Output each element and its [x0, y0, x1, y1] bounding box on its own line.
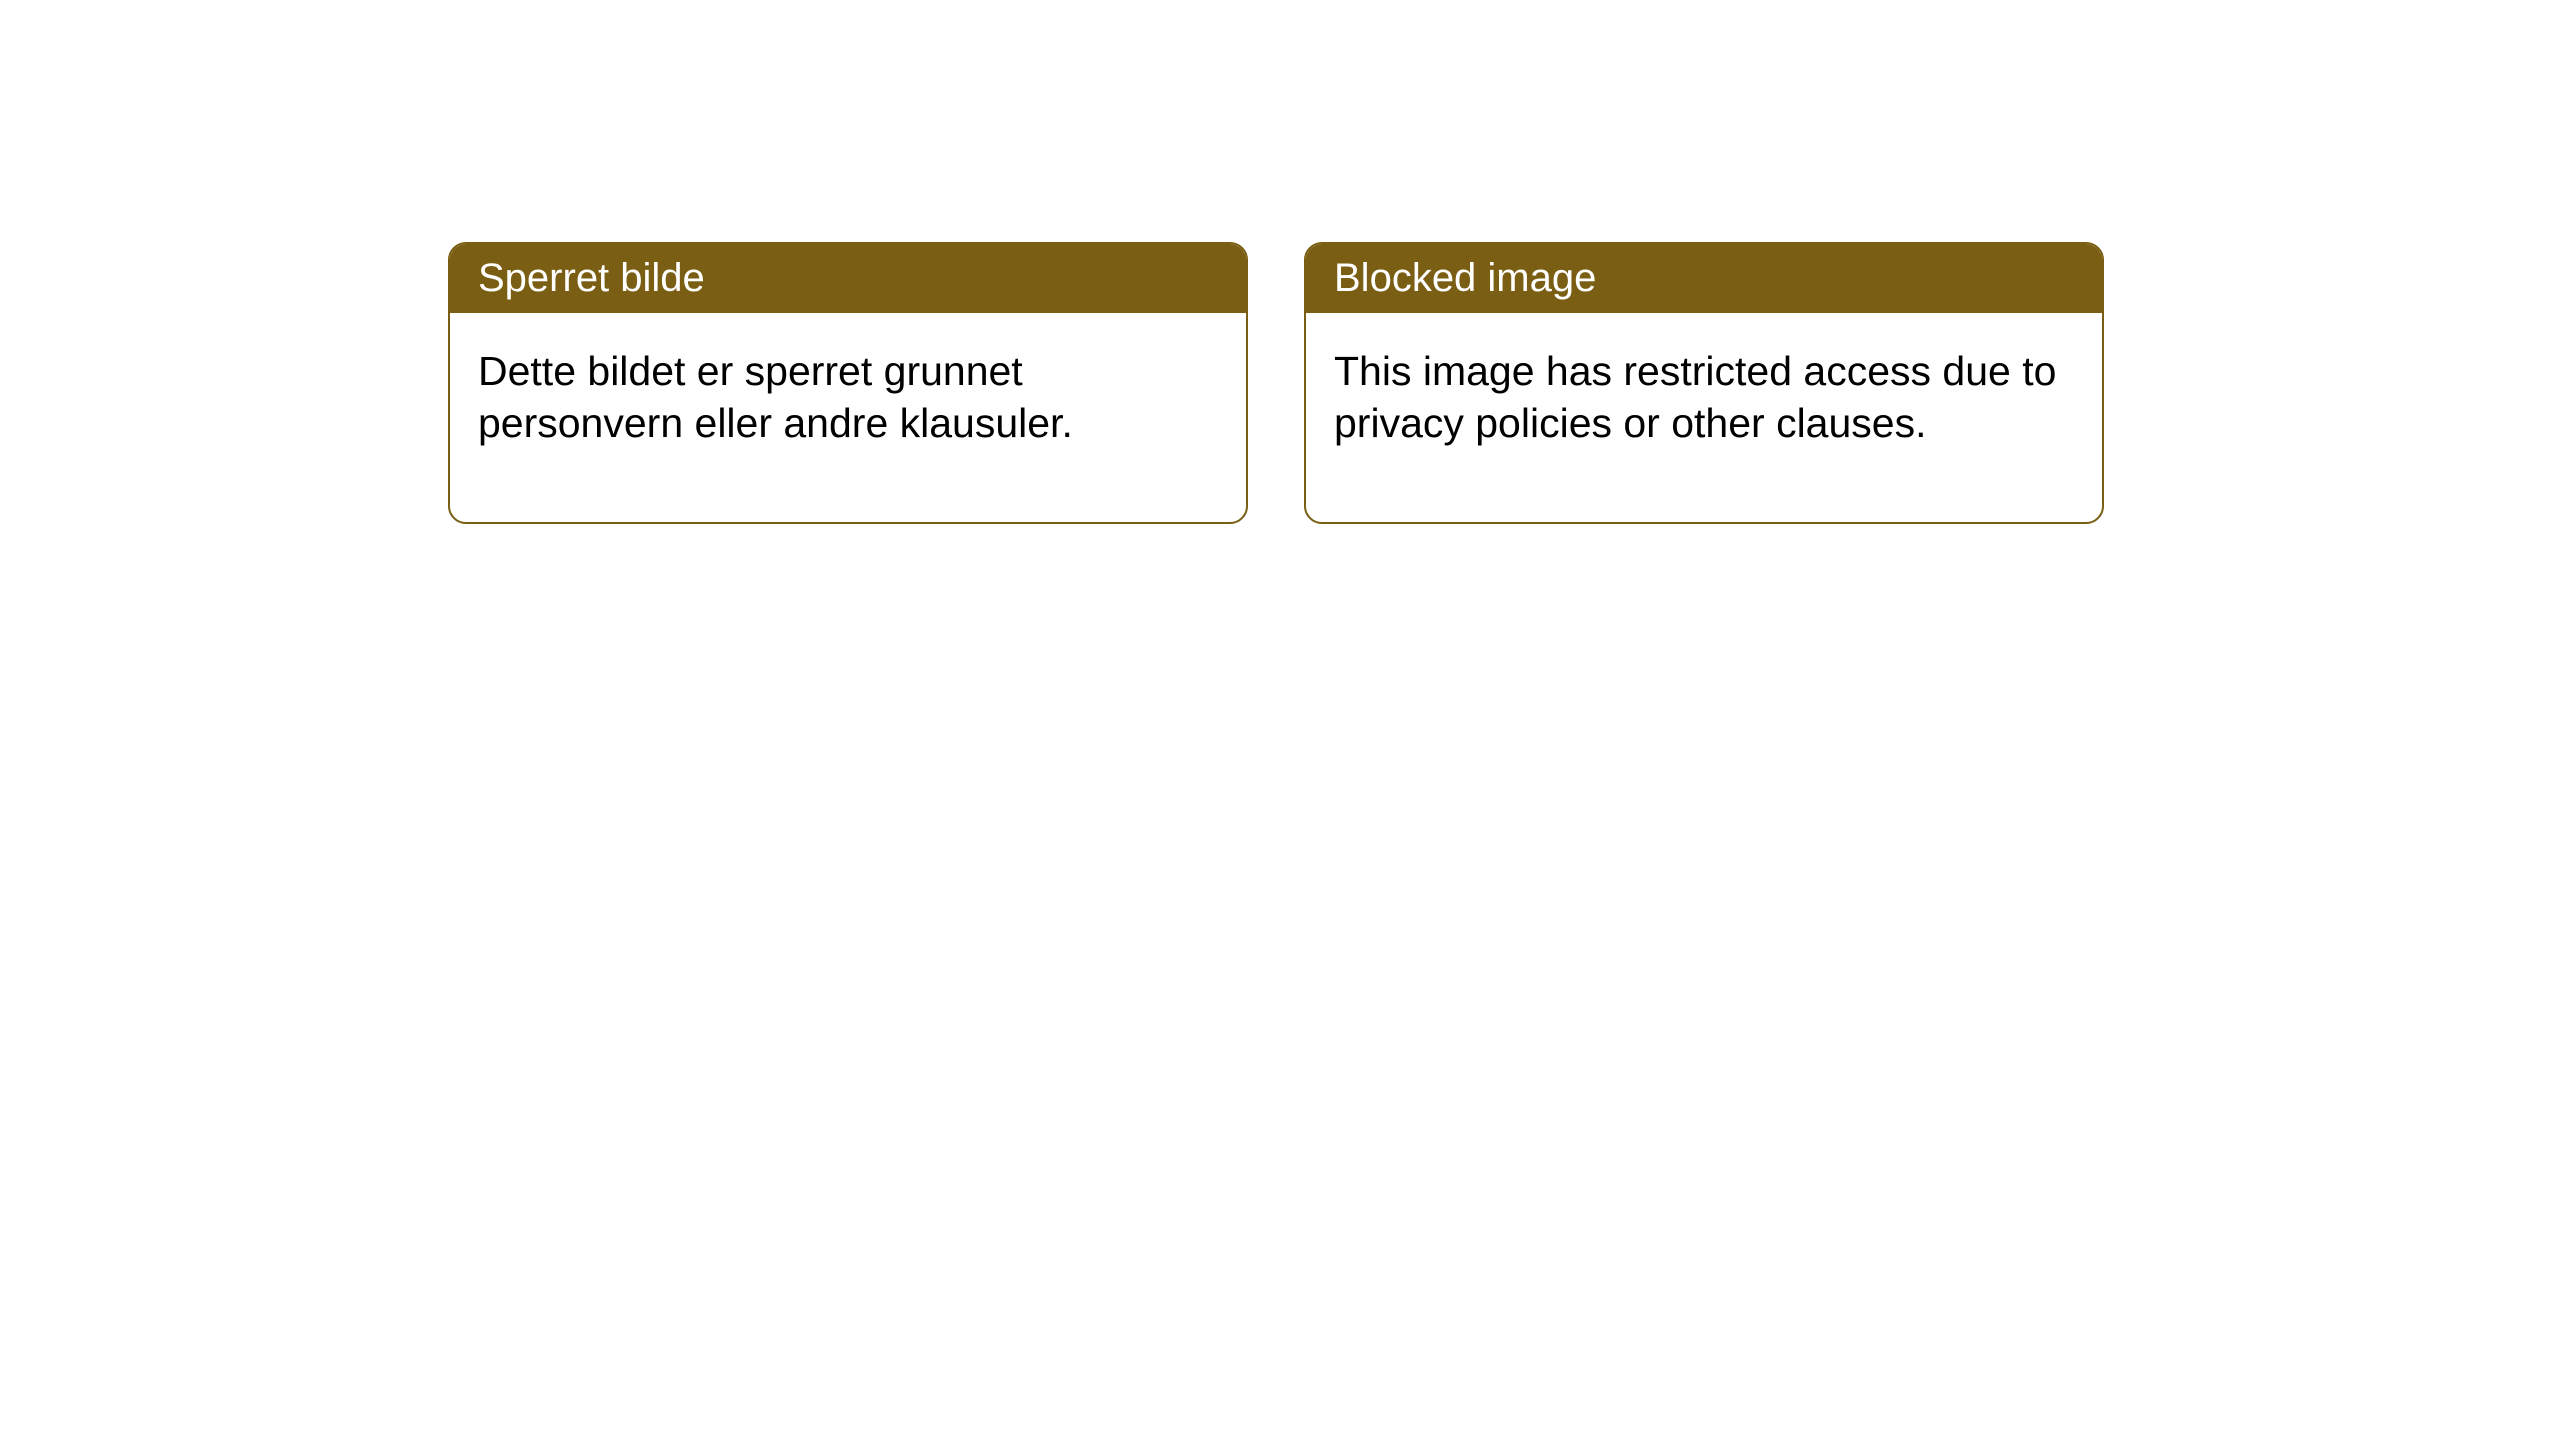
notice-header-norwegian: Sperret bilde: [450, 244, 1246, 313]
notice-box-norwegian: Sperret bilde Dette bildet er sperret gr…: [448, 242, 1248, 524]
notice-body-norwegian: Dette bildet er sperret grunnet personve…: [450, 313, 1246, 522]
notice-body-english: This image has restricted access due to …: [1306, 313, 2102, 522]
notice-title-norwegian: Sperret bilde: [478, 256, 705, 300]
notice-title-english: Blocked image: [1334, 256, 1596, 300]
notice-header-english: Blocked image: [1306, 244, 2102, 313]
notice-text-english: This image has restricted access due to …: [1334, 348, 2056, 446]
notice-container: Sperret bilde Dette bildet er sperret gr…: [448, 242, 2104, 524]
notice-box-english: Blocked image This image has restricted …: [1304, 242, 2104, 524]
notice-text-norwegian: Dette bildet er sperret grunnet personve…: [478, 348, 1073, 446]
